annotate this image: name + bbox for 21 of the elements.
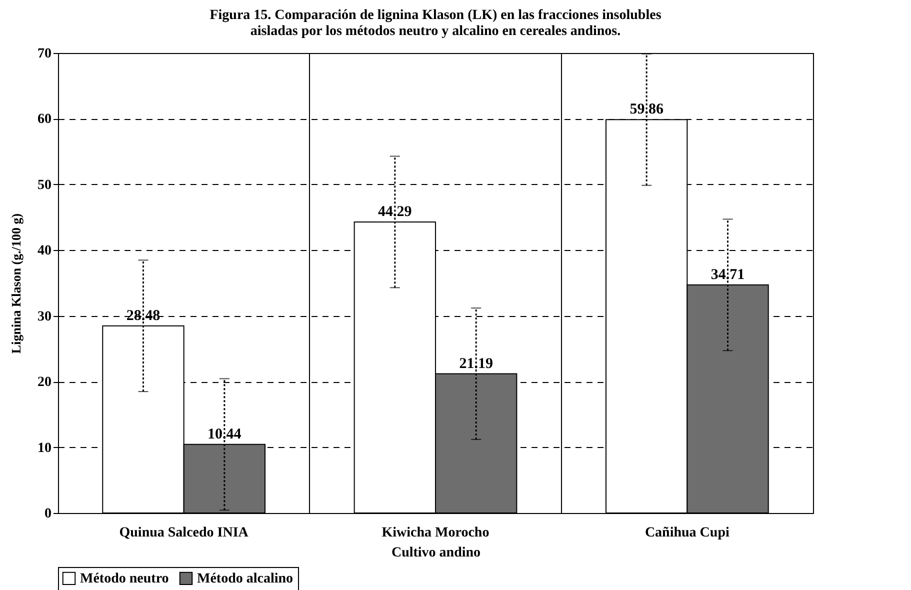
x-axis-title: Cultivo andino [391, 546, 481, 560]
legend-label: Método neutro [80, 571, 169, 586]
data-label: 59.86 [630, 102, 664, 118]
data-label: 21.19 [459, 356, 493, 372]
x-tick-label: Kiwicha Morocho [382, 526, 490, 540]
data-label: 34.71 [710, 266, 745, 283]
chart-title: Figura 15. Comparación de lignina Klason (LK) en las fracciones insolubles aisladas por los métodos neutro y alcalino en cereales andinos. [210, 8, 662, 39]
y-tick-label: 10 [38, 440, 52, 456]
legend-label: Método alcalino [197, 571, 294, 586]
y-tick-label: 70 [38, 46, 52, 62]
x-tick-label: Cañihua Cupi [644, 526, 730, 540]
y-tick-label: 40 [38, 244, 52, 259]
data-label: 10.44 [208, 426, 242, 442]
y-tick-label: 50 [38, 178, 52, 193]
x-tick-label: Quinua Salcedo INIA [119, 526, 250, 540]
data-label: 44.29 [378, 204, 412, 220]
y-tick-label: 60 [38, 112, 52, 128]
y-tick-label: 30 [38, 309, 52, 324]
y-tick-label: 20 [38, 375, 52, 390]
y-tick-label: 0 [44, 506, 52, 522]
y-axis-title: Lignina Klason (g./100 g) [8, 213, 24, 354]
